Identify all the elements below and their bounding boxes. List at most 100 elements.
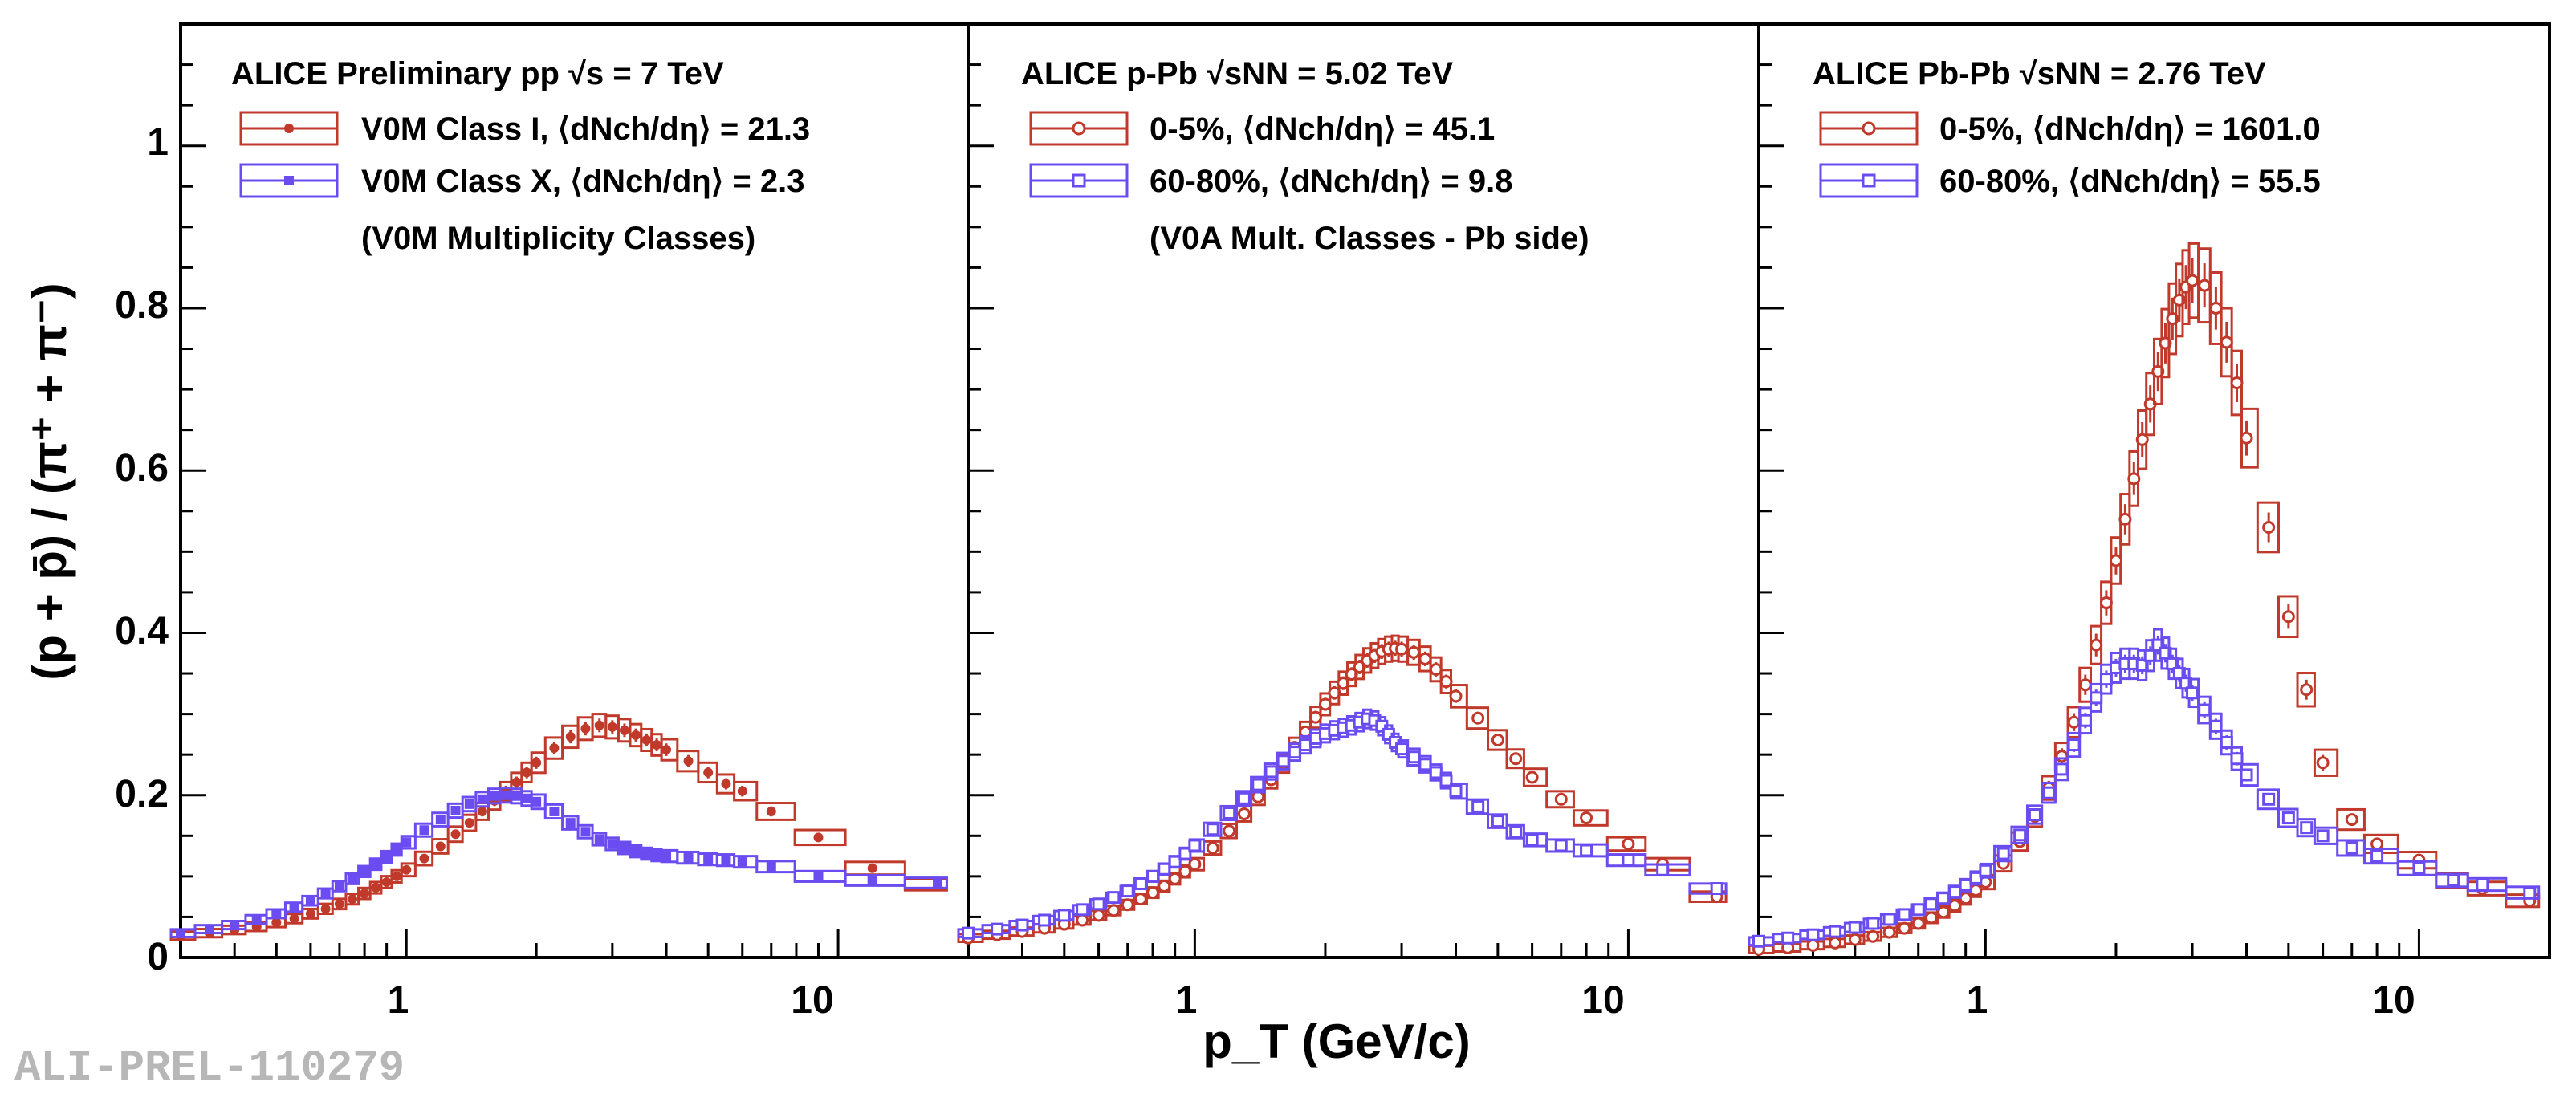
panel-3: 1 10 ALICE Pb-Pb √sNN = 2.76 TeV 0-5%, ⟨… <box>1748 22 2551 1022</box>
sys-box <box>755 860 796 874</box>
sys-box <box>793 828 847 847</box>
data-point <box>2067 715 2081 729</box>
data-point <box>435 841 446 852</box>
data-point <box>360 889 370 899</box>
data-point <box>348 894 358 905</box>
data-point <box>1622 853 1635 867</box>
panel-title: ALICE Pb-Pb √sNN = 2.76 TeV <box>1813 56 2266 91</box>
sys-box <box>1545 790 1575 809</box>
data-point <box>1395 742 1409 756</box>
sys-box <box>1572 809 1609 827</box>
data-point <box>1158 880 1171 893</box>
data-point <box>1866 929 1880 943</box>
panel-ticks <box>967 63 1760 959</box>
data-point <box>1076 913 1089 927</box>
data-point <box>2127 472 2141 486</box>
data-point <box>962 926 975 940</box>
data-point <box>580 723 591 734</box>
sys-box <box>1219 804 1239 822</box>
data-point <box>1237 807 1251 820</box>
y-tick-label: 0.6 <box>115 447 169 490</box>
data-point <box>2230 752 2244 766</box>
data-point <box>2220 335 2233 349</box>
y-tick-label: 0.2 <box>115 773 169 815</box>
series-red <box>169 713 948 941</box>
sys-box <box>1235 790 1253 807</box>
data-point <box>2186 274 2200 287</box>
data-point <box>1525 771 1539 784</box>
sys-box <box>431 838 450 855</box>
sys-box <box>413 850 434 867</box>
data-point <box>271 909 282 919</box>
sys-box <box>2336 807 2366 832</box>
data-point <box>2345 813 2358 827</box>
data-point <box>641 848 652 859</box>
data-point <box>2099 596 2113 610</box>
data-point <box>1407 750 1421 764</box>
data-point <box>1237 791 1251 805</box>
watermark: ALI-PREL-110279 <box>14 1044 405 1093</box>
y-tick-label: 1 <box>147 121 169 164</box>
panel-title: ALICE Preliminary pp √s = 7 TeV <box>231 56 724 91</box>
data-point <box>619 843 629 853</box>
legend-marker <box>1862 121 1876 136</box>
data-point <box>721 855 731 865</box>
data-point <box>360 866 370 876</box>
x-tick-label: 1 <box>1967 979 1988 1022</box>
data-point <box>1959 878 1972 892</box>
data-point <box>1288 746 1301 759</box>
data-point <box>1188 857 1202 871</box>
data-point <box>2078 678 2092 692</box>
data-point <box>1491 733 1504 746</box>
data-point <box>1509 825 1523 839</box>
data-point <box>2078 714 2092 727</box>
data-point <box>2240 431 2253 445</box>
y-tick-label: 0 <box>147 936 169 978</box>
data-point <box>531 758 542 768</box>
data-point <box>703 854 714 864</box>
data-point <box>549 743 560 754</box>
sys-box <box>561 815 580 831</box>
data-point <box>1015 918 1029 932</box>
legend-label: 60-80%, ⟨dNch/dη⟩ = 9.8 <box>1150 164 1512 199</box>
data-point <box>477 806 487 816</box>
data-point <box>1996 847 2010 860</box>
sys-box <box>2256 501 2281 554</box>
sys-box <box>1688 890 1728 903</box>
data-point <box>501 790 511 800</box>
data-point <box>2262 792 2276 806</box>
data-point <box>1308 710 1322 724</box>
data-point <box>305 909 315 919</box>
sys-box <box>1505 748 1525 770</box>
legend-label: V0M Class X, ⟨dNch/dη⟩ = 2.3 <box>361 164 805 199</box>
data-point <box>2198 279 2212 292</box>
data-point <box>1752 934 1765 948</box>
data-point <box>1449 784 1463 798</box>
legend-label: V0M Class I, ⟨dNch/dη⟩ = 21.3 <box>361 112 810 147</box>
data-point <box>2370 849 2384 863</box>
data-point <box>401 864 412 875</box>
data-point <box>511 791 522 801</box>
data-point <box>1848 933 1862 946</box>
y-tick-label: 0.4 <box>115 610 169 653</box>
data-point <box>1911 903 1925 917</box>
data-point <box>607 839 617 849</box>
data-point <box>1806 938 1820 952</box>
x-tick-label: 10 <box>791 979 833 1022</box>
sys-box <box>316 887 334 900</box>
data-point <box>419 825 429 836</box>
data-point <box>1622 837 1635 851</box>
data-point <box>1345 668 1358 681</box>
data-point <box>1948 885 1962 899</box>
data-point <box>1580 811 1593 825</box>
x-tick-label: 1 <box>1176 979 1198 1022</box>
data-point <box>522 767 532 778</box>
data-point <box>1781 931 1795 945</box>
plot-area <box>169 713 948 941</box>
data-point <box>813 832 824 843</box>
x-tick-label: 10 <box>1581 979 1624 1022</box>
data-point <box>1471 711 1485 725</box>
data-point <box>1829 936 1842 950</box>
data-point <box>1656 863 1670 876</box>
data-point <box>450 829 461 840</box>
